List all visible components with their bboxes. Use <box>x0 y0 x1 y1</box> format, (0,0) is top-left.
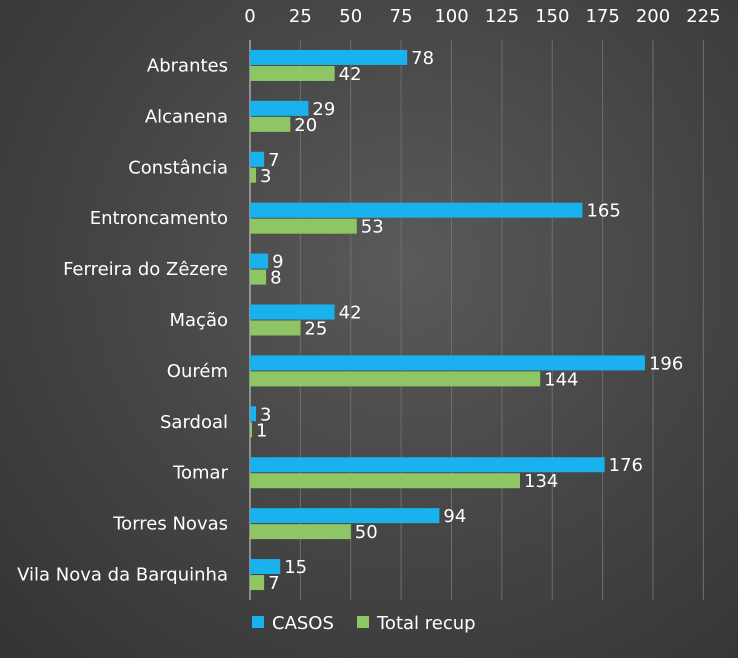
bar-casos <box>250 457 605 473</box>
category-label: Sardoal <box>160 412 228 433</box>
data-label: 15 <box>284 557 307 578</box>
bar-total-recup <box>250 320 301 336</box>
x-tick-label: 200 <box>636 6 670 27</box>
category-label: Ourém <box>167 361 228 382</box>
category-labels: Abrantes Alcanena Constância Entroncamento F… <box>17 55 228 585</box>
bar-casos <box>250 49 408 65</box>
bar-casos <box>250 508 440 524</box>
bar-casos <box>250 100 309 116</box>
data-label: 8 <box>270 268 281 289</box>
x-tick-label: 150 <box>535 6 569 27</box>
bar-casos <box>250 559 281 575</box>
category-label: Vila Nova da Barquinha <box>17 565 228 586</box>
data-label: 78 <box>411 48 434 69</box>
category-label: Ferreira do Zêzere <box>63 259 228 280</box>
data-label: 134 <box>524 471 558 492</box>
bar-total-recup <box>250 116 291 132</box>
legend-label: CASOS <box>272 613 334 634</box>
data-label: 42 <box>339 303 362 324</box>
bar-total-recup <box>250 575 265 591</box>
data-label: 50 <box>355 522 378 543</box>
category-label: Tomar <box>172 463 229 484</box>
data-label: 7 <box>268 573 279 594</box>
x-axis-ticks: 0 25 50 75 100 125 150 175 200 225 <box>244 6 720 27</box>
data-label: 94 <box>443 506 466 527</box>
data-label: 1 <box>256 420 267 441</box>
x-tick-label: 25 <box>289 6 312 27</box>
x-tick-label: 0 <box>244 6 255 27</box>
category-label: Torres Novas <box>112 514 228 535</box>
bar-total-recup <box>250 473 521 489</box>
bar-total-recup <box>250 371 541 387</box>
data-label: 7 <box>268 150 279 171</box>
data-label: 9 <box>272 252 283 273</box>
data-label: 144 <box>544 369 578 390</box>
data-label: 176 <box>609 455 643 476</box>
data-labels: 7842292073165539842251961443117613494501… <box>256 48 683 594</box>
bar-total-recup <box>250 218 357 234</box>
legend: CASOS Total recup <box>252 613 476 634</box>
x-tick-label: 100 <box>434 6 468 27</box>
legend-swatch <box>357 616 369 628</box>
category-label: Mação <box>170 310 229 331</box>
bar-total-recup <box>250 269 267 285</box>
bars <box>250 49 645 591</box>
category-label: Alcanena <box>145 106 228 127</box>
x-tick-label: 50 <box>339 6 362 27</box>
bar-casos <box>250 151 265 167</box>
data-label: 165 <box>586 201 620 222</box>
bar-total-recup <box>250 524 351 540</box>
data-label: 20 <box>294 115 317 136</box>
data-label: 196 <box>649 353 683 374</box>
legend-swatch <box>252 616 264 628</box>
bar-casos <box>250 304 335 320</box>
gridlines <box>249 40 704 600</box>
bar-casos <box>250 253 269 269</box>
category-label: Abrantes <box>147 55 228 76</box>
data-label: 53 <box>361 217 384 238</box>
x-tick-label: 75 <box>390 6 413 27</box>
x-tick-label: 125 <box>485 6 519 27</box>
bar-casos <box>250 355 645 371</box>
data-label: 3 <box>260 404 271 425</box>
x-tick-label: 225 <box>686 6 720 27</box>
bar-total-recup <box>250 422 253 438</box>
data-label: 42 <box>339 64 362 85</box>
bar-casos <box>250 406 257 422</box>
category-label: Constância <box>128 157 228 178</box>
data-label: 25 <box>304 319 327 340</box>
data-label: 3 <box>260 166 271 187</box>
bar-total-recup <box>250 167 257 183</box>
x-tick-label: 175 <box>585 6 619 27</box>
data-label: 29 <box>312 99 335 120</box>
bar-total-recup <box>250 65 335 81</box>
legend-label: Total recup <box>376 613 476 634</box>
bar-casos <box>250 202 583 218</box>
category-label: Entroncamento <box>90 208 228 229</box>
